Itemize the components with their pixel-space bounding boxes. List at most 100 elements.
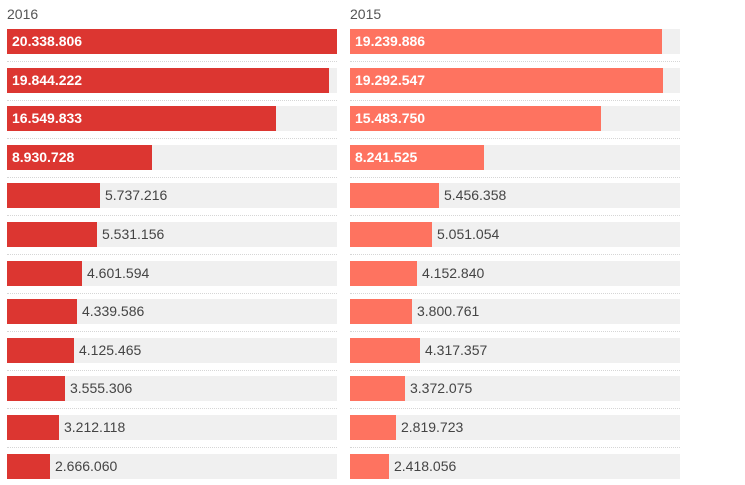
row-separator <box>7 138 337 139</box>
bar-track <box>7 454 337 479</box>
bar-row-2016-7: 4.601.594 <box>7 261 337 286</box>
bar-row-2016-10: 3.555.306 <box>7 376 337 401</box>
row-separator <box>350 215 680 216</box>
row-separator <box>7 408 337 409</box>
row-separator <box>350 100 680 101</box>
bar-value-label: 3.212.118 <box>64 419 126 435</box>
bar-2016-8 <box>7 299 77 324</box>
bar-2015-8 <box>350 299 412 324</box>
bar-value-label: 16.549.833 <box>12 110 83 126</box>
bar-row-2016-9: 4.125.465 <box>7 338 337 363</box>
bar-value-label: 5.051.054 <box>437 226 500 242</box>
bar-row-2015-9: 4.317.357 <box>350 338 680 363</box>
bar-2016-11 <box>7 415 59 440</box>
bar-track <box>7 415 337 440</box>
bar-track <box>350 415 680 440</box>
bar-value-label: 15.483.750 <box>355 110 426 126</box>
bar-row-2016-2: 19.844.222 <box>7 68 337 93</box>
bar-track <box>350 376 680 401</box>
bar-2015-1 <box>350 29 662 54</box>
bar-2015-10 <box>350 376 405 401</box>
bar-2015-4 <box>350 145 484 170</box>
bar-value-label: 19.292.547 <box>355 72 426 88</box>
bar-value-label: 3.372.075 <box>410 380 473 396</box>
bar-value-label: 8.930.728 <box>12 149 75 165</box>
bar-value-label: 4.317.357 <box>425 342 488 358</box>
row-separator <box>7 331 337 332</box>
bar-value-label: 4.339.586 <box>82 303 145 319</box>
row-separator <box>350 408 680 409</box>
panel-title-2015: 2015 <box>350 6 382 22</box>
bar-value-label: 3.800.761 <box>417 303 480 319</box>
bar-row-2015-8: 3.800.761 <box>350 299 680 324</box>
row-separator <box>350 177 680 178</box>
bar-row-2016-4: 8.930.728 <box>7 145 337 170</box>
row-separator <box>7 100 337 101</box>
row-separator <box>350 293 680 294</box>
row-separator <box>7 177 337 178</box>
bar-value-label: 5.456.358 <box>444 187 507 203</box>
bar-2016-4 <box>7 145 152 170</box>
bar-2015-2 <box>350 68 663 93</box>
row-separator <box>350 61 680 62</box>
bar-row-2016-11: 3.212.118 <box>7 415 337 440</box>
panel-title-2016: 2016 <box>7 6 39 22</box>
bar-value-label: 5.531.156 <box>102 226 165 242</box>
bar-row-2015-10: 3.372.075 <box>350 376 680 401</box>
bar-2016-6 <box>7 222 97 247</box>
bar-row-2016-6: 5.531.156 <box>7 222 337 247</box>
row-separator <box>7 447 337 448</box>
row-separator <box>7 61 337 62</box>
bar-value-label: 19.239.886 <box>355 33 426 49</box>
bar-value-label: 5.737.216 <box>105 187 168 203</box>
bar-row-2016-12: 2.666.060 <box>7 454 337 479</box>
row-separator <box>350 138 680 139</box>
bar-2016-3 <box>7 106 276 131</box>
bar-2016-2 <box>7 68 329 93</box>
bar-row-2015-7: 4.152.840 <box>350 261 680 286</box>
bar-row-2015-5: 5.456.358 <box>350 183 680 208</box>
row-separator <box>350 370 680 371</box>
bar-value-label: 19.844.222 <box>12 72 83 88</box>
bar-row-2015-6: 5.051.054 <box>350 222 680 247</box>
bar-value-label: 2.666.060 <box>55 458 118 474</box>
bar-2015-7 <box>350 261 417 286</box>
row-separator <box>350 447 680 448</box>
bar-row-2015-1: 19.239.886 <box>350 29 680 54</box>
bar-2015-5 <box>350 183 439 208</box>
row-separator <box>7 254 337 255</box>
bar-2015-12 <box>350 454 389 479</box>
row-separator <box>350 254 680 255</box>
bar-value-label: 2.819.723 <box>401 419 464 435</box>
row-separator <box>7 215 337 216</box>
bar-row-2015-3: 15.483.750 <box>350 106 680 131</box>
bar-value-label: 2.418.056 <box>394 458 457 474</box>
row-separator <box>7 370 337 371</box>
bar-2016-1 <box>7 29 337 54</box>
bar-value-label: 4.601.594 <box>87 265 150 281</box>
bar-2016-10 <box>7 376 65 401</box>
bar-2016-7 <box>7 261 82 286</box>
row-separator <box>7 293 337 294</box>
bar-row-2016-1: 20.338.806 <box>7 29 337 54</box>
bar-row-2015-4: 8.241.525 <box>350 145 680 170</box>
bar-2016-9 <box>7 338 74 363</box>
bar-row-2015-12: 2.418.056 <box>350 454 680 479</box>
bar-2015-9 <box>350 338 420 363</box>
bar-row-2016-3: 16.549.833 <box>7 106 337 131</box>
bar-row-2016-8: 4.339.586 <box>7 299 337 324</box>
bar-value-label: 4.152.840 <box>422 265 485 281</box>
bar-value-label: 8.241.525 <box>355 149 418 165</box>
bar-2015-6 <box>350 222 432 247</box>
row-separator <box>350 331 680 332</box>
bar-2016-5 <box>7 183 100 208</box>
bar-2015-11 <box>350 415 396 440</box>
bar-row-2015-2: 19.292.547 <box>350 68 680 93</box>
bar-row-2016-5: 5.737.216 <box>7 183 337 208</box>
bar-value-label: 3.555.306 <box>70 380 133 396</box>
bar-value-label: 20.338.806 <box>12 33 83 49</box>
bar-value-label: 4.125.465 <box>79 342 142 358</box>
bar-2015-3 <box>350 106 601 131</box>
bar-row-2015-11: 2.819.723 <box>350 415 680 440</box>
bar-2016-12 <box>7 454 50 479</box>
